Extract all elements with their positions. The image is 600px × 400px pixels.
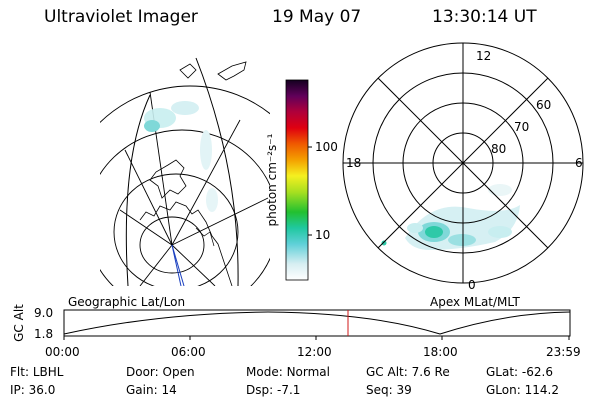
dsp-label: Dsp: [246, 383, 274, 397]
coastline [149, 159, 187, 199]
glat-label: GLat: [486, 365, 519, 379]
status-glat: GLat: -62.6 [486, 366, 553, 378]
polar-ring-80: 80 [491, 142, 507, 156]
polar-ring-60: 60 [536, 98, 552, 112]
status-ip: IP: 36.0 [10, 384, 55, 396]
polar-label-18: 18 [346, 156, 362, 170]
status-dsp: Dsp: -7.1 [246, 384, 300, 396]
filter-value: LBHL [32, 365, 64, 379]
timeline-y-bottom: 1.8 [34, 327, 54, 341]
gain-label: Gain: [126, 383, 158, 397]
timeline-axis-label: GC Alt [12, 304, 26, 342]
status-gain: Gain: 14 [126, 384, 177, 396]
geographic-map [100, 57, 270, 286]
ip-label: IP: [10, 383, 25, 397]
timeline-left-title: Geographic Lat/Lon [68, 295, 186, 309]
status-filter: Flt: LBHL [10, 366, 63, 378]
glon-label: GLon: [486, 383, 521, 397]
timeline-plot [63, 309, 571, 340]
status-mode: Mode: Normal [246, 366, 330, 378]
seq-label: Seq: [366, 383, 393, 397]
mode-value: Normal [286, 365, 330, 379]
gain-value: 14 [161, 383, 177, 397]
polar-plot [342, 42, 584, 284]
timeline-x-tick: 00:00 [45, 345, 80, 359]
status-gcalt: GC Alt: 7.6 Re [366, 366, 450, 378]
mode-label: Mode: [246, 365, 283, 379]
dsp-value: -7.1 [276, 383, 301, 397]
date-label: 19 May 07 [272, 7, 362, 27]
timeline-x-tick: 12:00 [297, 345, 332, 359]
door-label: Door: [126, 365, 159, 379]
ip-value: 36.0 [28, 383, 56, 397]
timeline-x-tick: 23:59 [546, 345, 581, 359]
status-seq: Seq: 39 [366, 384, 412, 396]
status-glon: GLon: 114.2 [486, 384, 559, 396]
colorbar-tick-100: 100 [315, 140, 338, 154]
timeline-y-top: 9.0 [34, 306, 54, 320]
timeline-x-tick: 06:00 [171, 345, 206, 359]
status-door: Door: Open [126, 366, 195, 378]
earth-limb [125, 94, 151, 286]
glat-value: -62.6 [521, 365, 553, 379]
gcalt-label: GC Alt: [366, 365, 408, 379]
polar-label-12: 12 [476, 49, 492, 63]
seq-value: 39 [396, 383, 412, 397]
door-value: Open [162, 365, 195, 379]
filter-label: Flt: [10, 365, 29, 379]
colorbar-unit-label: photon cm⁻²s⁻¹ [265, 133, 279, 227]
colorbar-tick-10: 10 [315, 228, 331, 242]
gc-alt-curve [63, 311, 571, 335]
timeline-right-title: Apex MLat/MLT [430, 295, 520, 309]
polar-label-0: 0 [468, 278, 476, 292]
glon-value: 114.2 [524, 383, 559, 397]
time-label: 13:30:14 UT [432, 7, 537, 27]
polar-label-6: 6 [575, 156, 583, 170]
instrument-title: Ultraviolet Imager [44, 7, 198, 27]
timeline-x-tick: 18:00 [423, 345, 458, 359]
colorbar [285, 79, 309, 281]
gcalt-value: 7.6 Re [411, 365, 450, 379]
polar-ring-70: 70 [514, 120, 530, 134]
